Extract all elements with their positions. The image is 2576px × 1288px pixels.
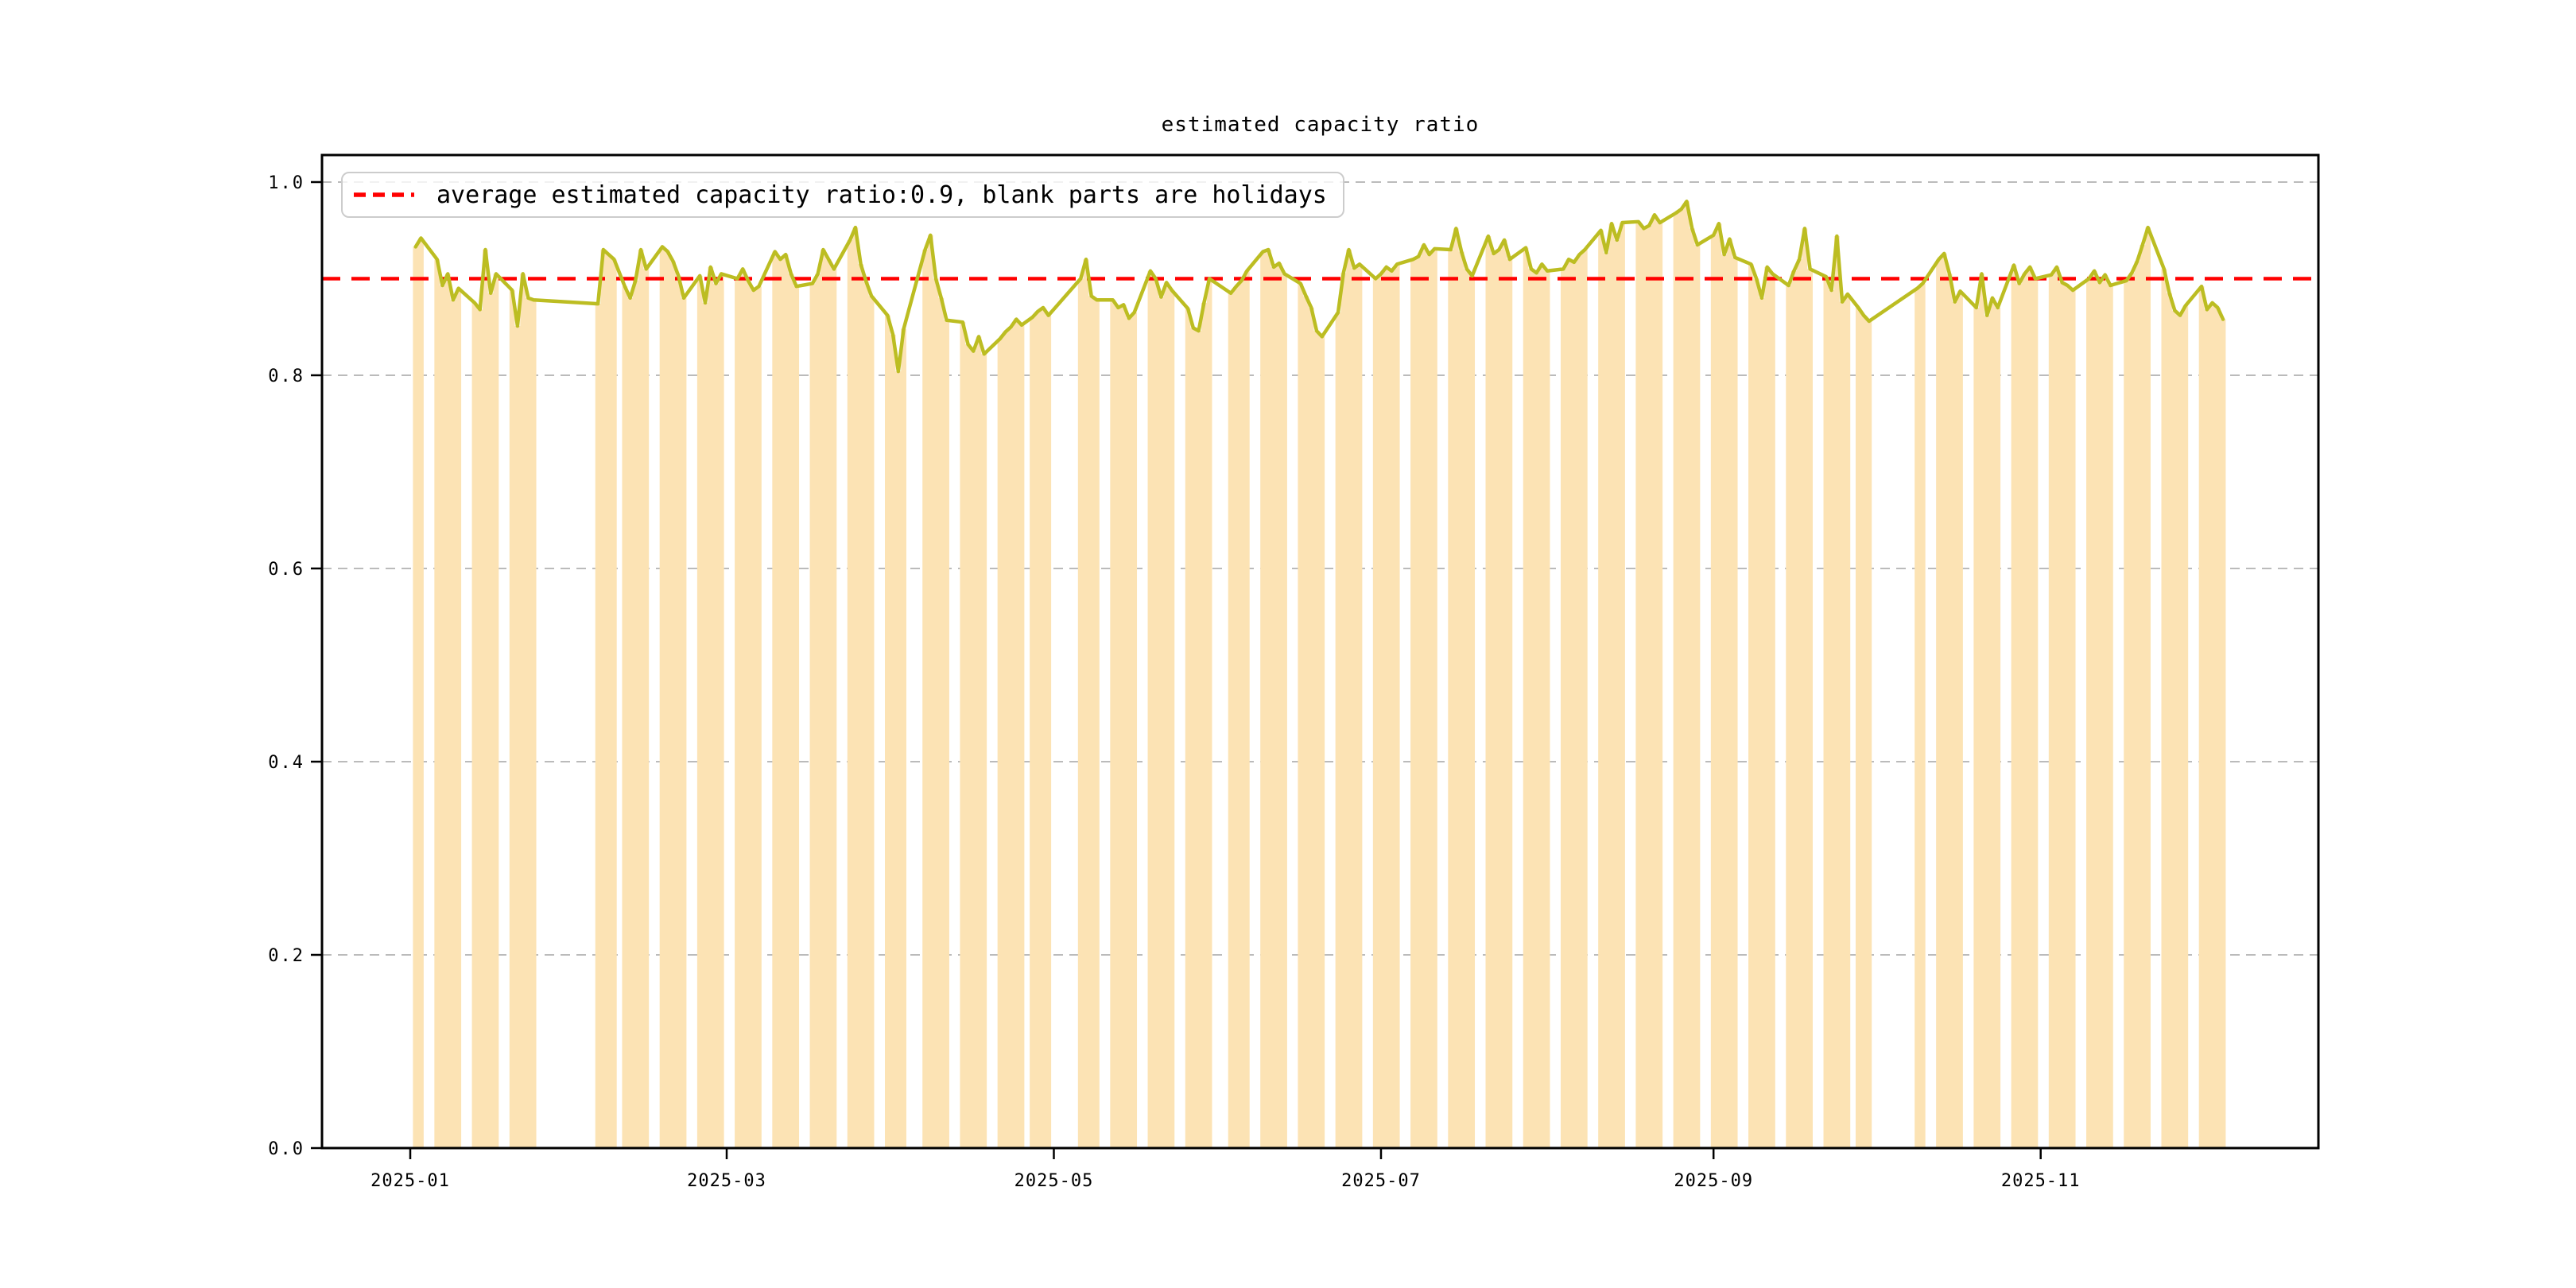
workday-fill-block [1260, 250, 1287, 1148]
workday-fill-block [1372, 264, 1400, 1148]
workday-fill-block [2124, 227, 2151, 1149]
axes-spines [320, 153, 2320, 1150]
x-tick-label: 2025-05 [1014, 1171, 1094, 1191]
workday-fill-block [1110, 300, 1138, 1149]
y-tick-label: 0.8 [268, 367, 305, 386]
workday-fill-block [509, 274, 537, 1148]
workday-fill-block [735, 269, 762, 1149]
workday-fill-block [847, 227, 875, 1149]
workday-fill-block [1823, 236, 1851, 1148]
workday-fill-block [2086, 270, 2113, 1148]
legend: average estimated capacity ratio:0.9, bl… [341, 172, 1344, 218]
workday-fill-block [1786, 228, 1814, 1148]
workday-fill-block [1973, 274, 2001, 1148]
legend-label: average estimated capacity ratio:0.9, bl… [436, 180, 1327, 209]
workday-fill-block [772, 251, 800, 1149]
workday-fill-block [1030, 307, 1052, 1149]
workday-fill-block [1748, 264, 1775, 1148]
x-tick-label: 2025-11 [2001, 1171, 2081, 1191]
workday-fill-block [434, 259, 462, 1149]
workday-fill-block [1485, 236, 1513, 1148]
workday-fill-block [696, 266, 724, 1148]
workday-fill-block [2198, 286, 2226, 1149]
x-tick-label: 2025-01 [370, 1171, 450, 1191]
workday-fill-block [1710, 223, 1738, 1148]
workday-fill-block [1335, 250, 1363, 1148]
x-tick-label: 2025-09 [1674, 1171, 1753, 1191]
legend-dashed-line-sample [354, 192, 414, 197]
workday-fill-block [1598, 223, 1625, 1148]
y-tick-label: 0.6 [268, 560, 305, 580]
workday-fill-block [1298, 283, 1325, 1149]
workday-fill-block [1147, 270, 1175, 1148]
y-tick-label: 0.2 [268, 946, 305, 966]
x-tick-label: 2025-07 [1341, 1171, 1421, 1191]
workday-fill-block [1228, 270, 1250, 1148]
workday-fill-block [1915, 283, 1926, 1149]
workday-fill-block [1410, 244, 1437, 1149]
workday-fill-block [1635, 215, 1663, 1148]
workday-fill-block [1448, 228, 1476, 1148]
workday-fill-block [1936, 253, 1963, 1148]
workday-fill-block [922, 235, 949, 1149]
y-tick-label: 0.4 [268, 753, 305, 773]
workday-fill-block [2048, 266, 2076, 1148]
workday-fill-block [471, 250, 499, 1148]
workday-fill-block [1855, 307, 1872, 1149]
workday-fill-block [413, 238, 424, 1149]
workday-fill-block [1185, 278, 1212, 1148]
x-tick-label: 2025-03 [687, 1171, 766, 1191]
workday-fill-block [622, 250, 650, 1148]
y-tick-label: 0.0 [268, 1139, 305, 1159]
capacity-ratio-line [413, 200, 2225, 374]
workday-fill-block [2011, 265, 2039, 1148]
workday-fill-block [997, 319, 1025, 1148]
workday-fill-block [1673, 201, 1701, 1148]
workday-fill-block [1560, 250, 1588, 1148]
workday-fill-block [2161, 269, 2189, 1149]
workday-fill-block [884, 315, 906, 1148]
workday-fill-block [595, 250, 617, 1148]
workday-fill-block [659, 246, 687, 1148]
chart-title: estimated capacity ratio [1161, 113, 1480, 137]
workday-fill-block [1523, 247, 1550, 1148]
y-tick-label: 1.0 [268, 173, 305, 193]
workday-fill-block [1077, 259, 1100, 1149]
workday-fill-block [960, 322, 987, 1148]
workday-fill-block [809, 250, 837, 1148]
